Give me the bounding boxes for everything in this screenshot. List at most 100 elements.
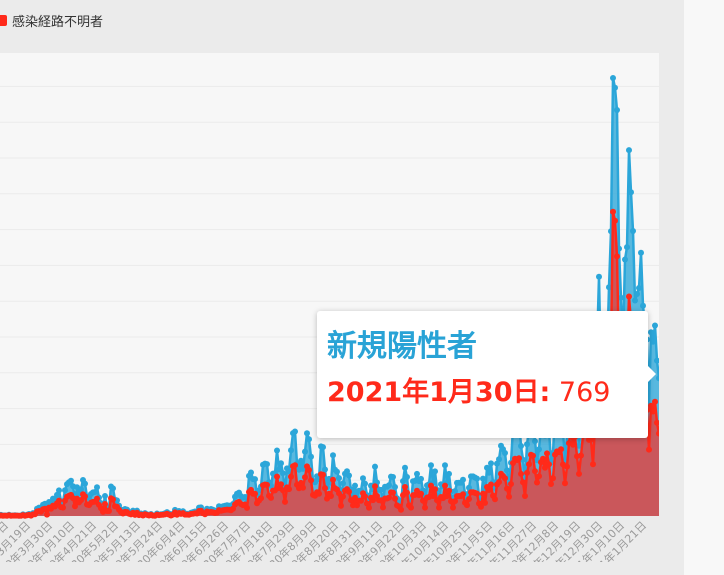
data-point-new-cases [452,488,458,495]
data-point-unknown-route [544,450,550,457]
tooltip-value: 769 [558,377,611,408]
data-point-unknown-route [392,495,398,502]
data-point-new-cases [614,107,620,113]
data-point-new-cases [652,322,658,329]
data-point-new-cases [618,294,624,301]
data-point-unknown-route [524,469,530,476]
data-point-new-cases [442,462,448,469]
tooltip: 新規陽性者 2021年1月30日: 769 [317,311,656,438]
data-point-unknown-route [652,398,658,405]
data-point-new-cases [402,464,408,471]
data-point-unknown-route [646,446,652,453]
data-point-unknown-route [286,486,292,493]
data-point-unknown-route [78,497,84,504]
data-point-unknown-route [550,475,556,482]
data-point-new-cases [532,438,538,445]
data-point-unknown-route [300,484,306,491]
data-point-unknown-route [506,493,512,500]
data-point-unknown-route [258,495,264,502]
data-point-unknown-route [578,452,584,459]
data-point-new-cases [460,476,466,483]
data-point-unknown-route [278,481,284,488]
data-point-unknown-route [450,504,456,511]
data-point-unknown-route [370,497,376,504]
data-point-unknown-route [654,419,659,426]
data-point-unknown-route [648,402,654,409]
data-point-new-cases [610,75,616,81]
data-point-new-cases [276,466,282,473]
data-point-new-cases [576,442,582,449]
data-point-unknown-route [496,479,502,485]
data-point-new-cases [474,475,480,482]
data-point-new-cases [340,480,346,487]
data-point-unknown-route [422,504,428,511]
data-point-new-cases [488,460,494,467]
data-point-new-cases [606,284,612,291]
data-point-unknown-route [358,497,364,504]
data-point-unknown-route [354,502,360,509]
tooltip-date: 2021年1月30日: [327,377,551,408]
data-point-unknown-route [338,502,344,509]
data-point-unknown-route [366,504,372,511]
data-point-new-cases [102,493,108,499]
data-point-new-cases [484,464,490,471]
data-point-unknown-route [488,481,494,488]
data-point-unknown-route [612,217,618,224]
data-point-unknown-route [56,497,62,504]
side-panel [684,0,724,575]
data-point-unknown-route [444,493,450,500]
data-point-new-cases [322,466,328,473]
data-point-unknown-route [656,430,659,437]
data-point-new-cases [536,446,542,453]
data-point-unknown-route [372,483,378,490]
data-point-new-cases [392,484,398,490]
data-point-unknown-route [446,487,452,494]
data-point-new-cases [656,375,659,382]
data-point-new-cases [92,489,98,495]
data-point-new-cases [390,474,396,480]
data-point-unknown-route [464,502,470,509]
data-point-new-cases [278,460,284,467]
data-point-new-cases [636,285,642,291]
data-point-unknown-route [102,501,108,507]
data-point-unknown-route [452,498,458,505]
legend-label-unknown-route[interactable]: 感染経路不明者 [12,14,104,30]
data-point-new-cases [94,484,100,491]
data-point-unknown-route [94,495,100,502]
data-point-unknown-route [520,479,526,486]
data-point-unknown-route [564,463,570,470]
data-point-new-cases [518,443,524,449]
data-point-unknown-route [302,474,308,481]
data-point-new-cases [446,470,452,477]
data-point-unknown-route [340,493,346,500]
data-point-new-cases [264,461,270,468]
data-point-unknown-route [60,504,66,511]
data-point-new-cases [320,444,326,451]
data-point-new-cases [640,302,646,309]
data-point-new-cases [302,448,308,455]
data-point-unknown-route [536,473,542,480]
data-point-unknown-route [614,253,620,260]
data-point-unknown-route [504,485,510,492]
data-point-new-cases [612,84,618,91]
data-point-new-cases [638,249,644,256]
data-point-unknown-route [404,489,410,496]
data-point-unknown-route [516,455,522,462]
data-point-unknown-route [546,461,552,468]
data-point-unknown-route [590,461,596,468]
data-point-new-cases [288,447,294,454]
data-point-new-cases [496,456,502,463]
data-point-unknown-route [650,408,656,415]
data-point-unknown-route [264,481,270,488]
data-point-unknown-route [480,490,486,497]
data-point-unknown-route [460,491,466,498]
data-point-unknown-route [530,452,536,459]
data-point-unknown-route [588,436,594,443]
data-point-unknown-route [244,504,250,511]
data-point-new-cases [630,228,636,234]
data-point-new-cases [386,482,392,489]
data-point-new-cases [362,480,368,487]
data-point-unknown-route [430,493,436,499]
data-point-unknown-route [322,485,328,492]
